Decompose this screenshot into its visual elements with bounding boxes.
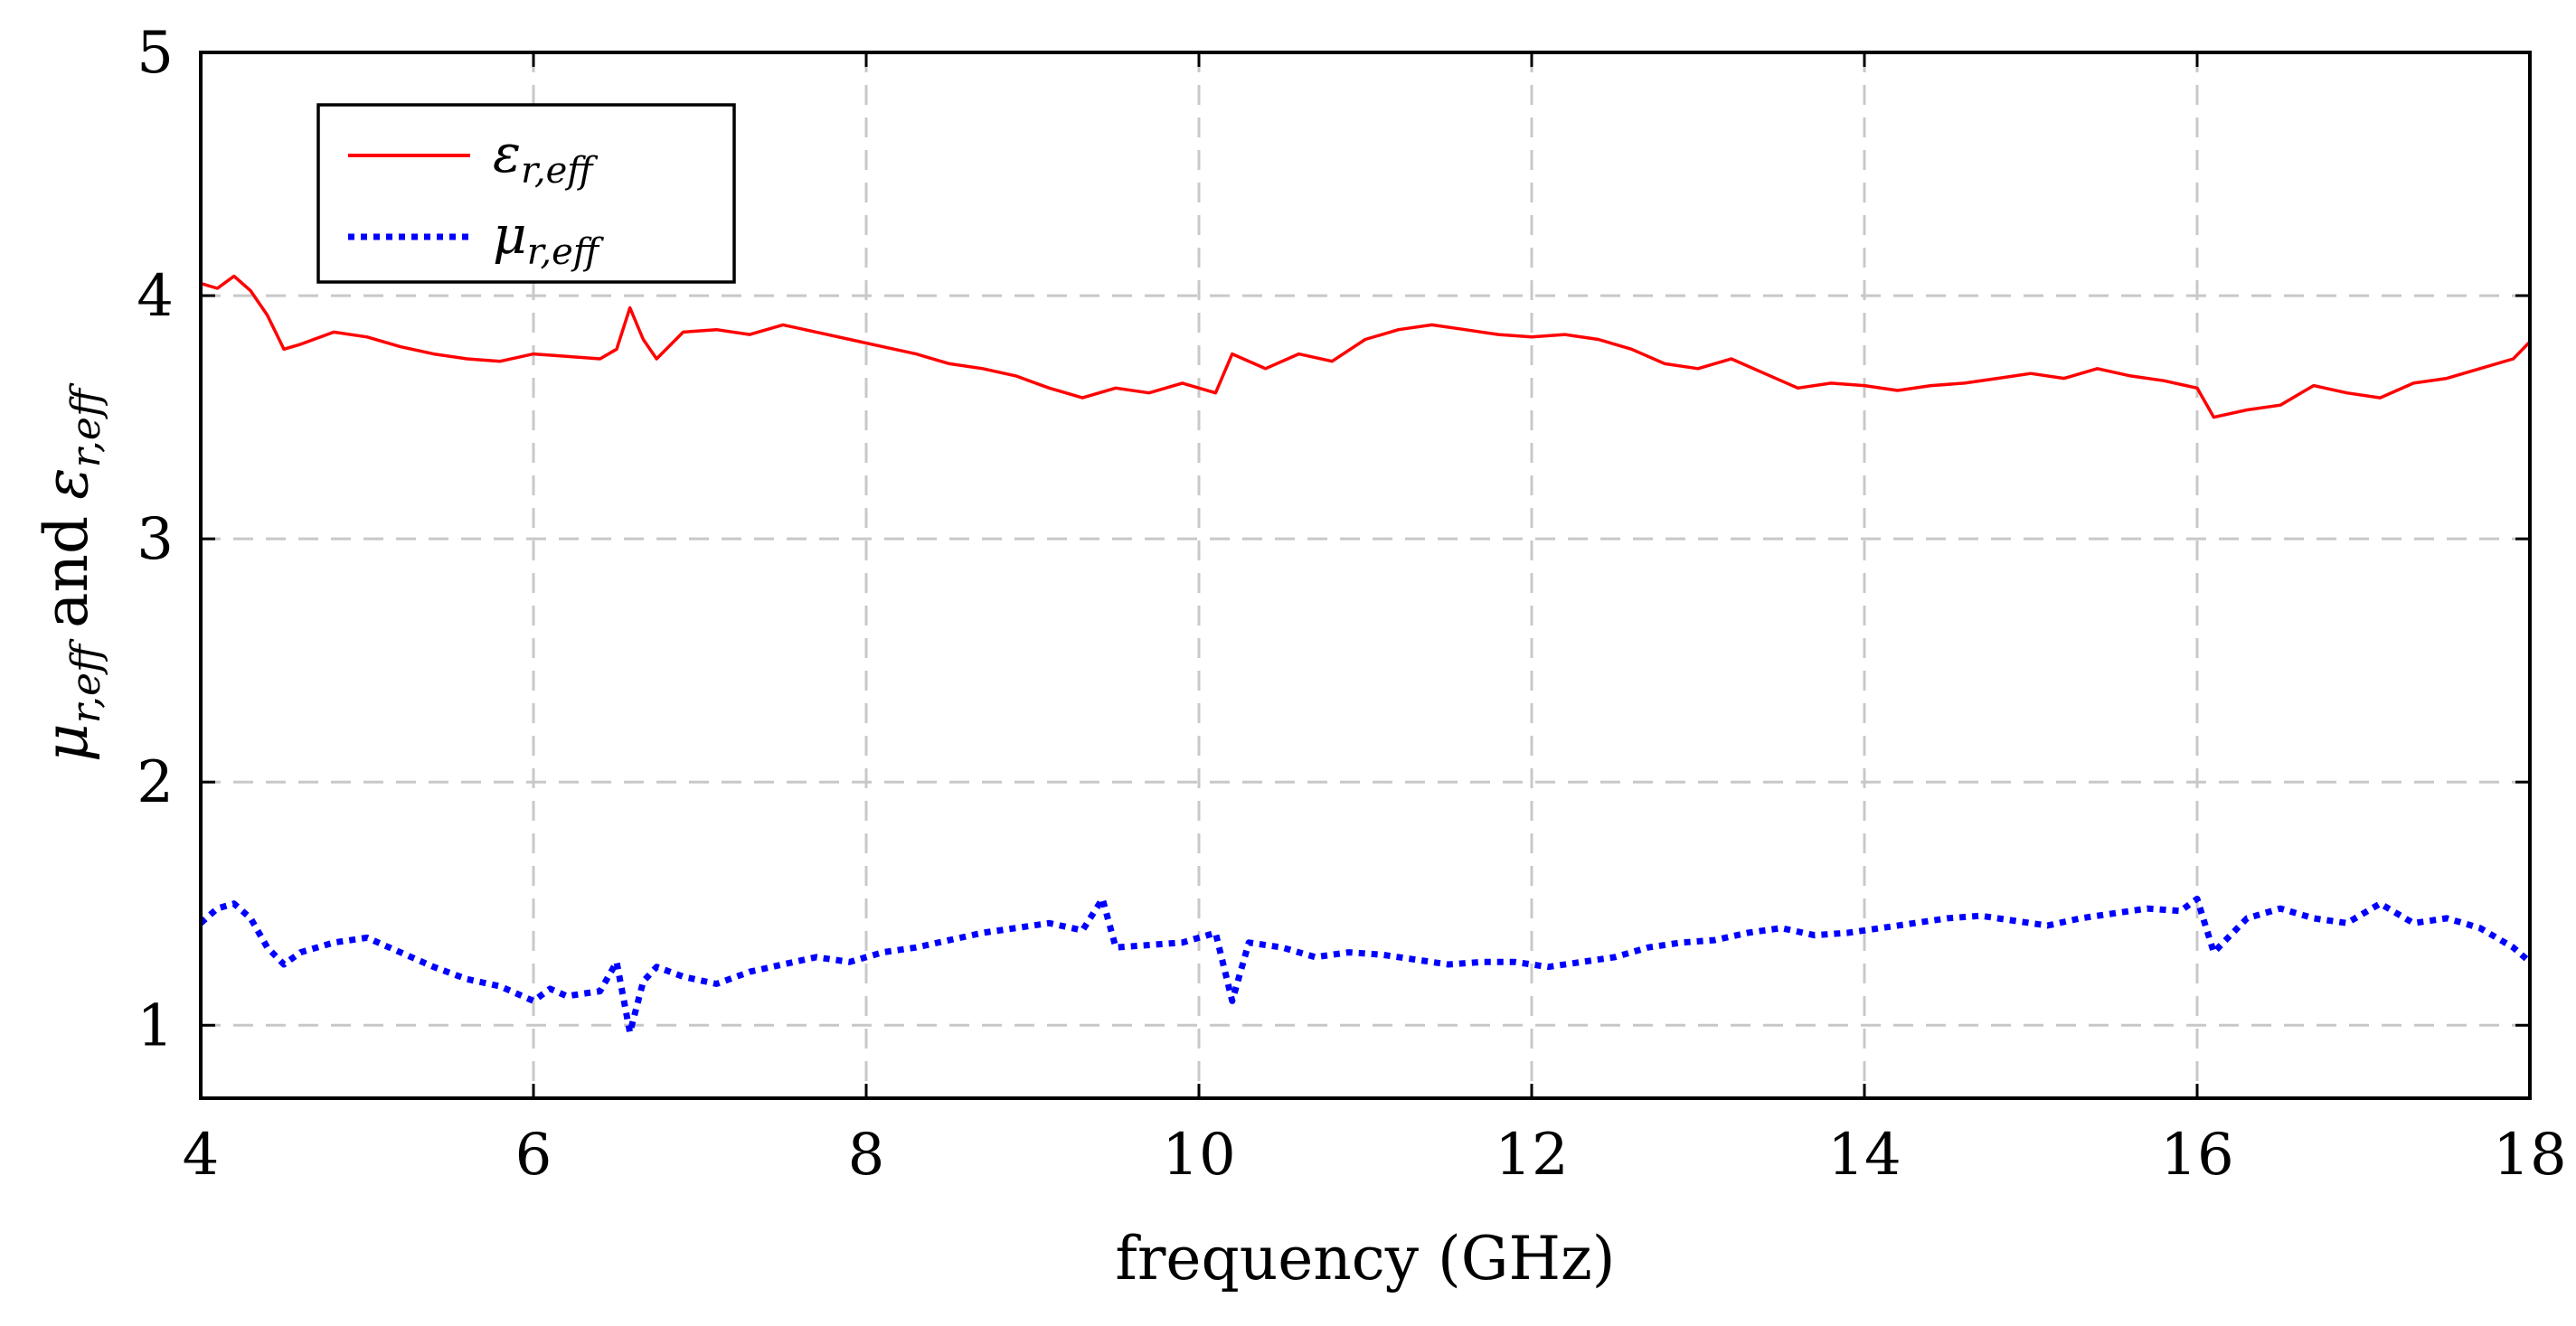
legend-epsilon-subscript: r,eff: [521, 150, 599, 192]
x-tick-label: 12: [1495, 1122, 1568, 1189]
x-tick-label: 8: [848, 1122, 885, 1189]
y-tick-label: 2: [137, 749, 174, 816]
legend-epsilon-symbol: ε: [493, 123, 521, 184]
x-tick-label: 14: [1827, 1122, 1901, 1189]
series-mu-line: [198, 895, 2533, 1036]
plot-frame: [199, 51, 2532, 1100]
y-tick-labels: 1 2 3 4 5: [137, 20, 174, 1059]
x-tick-label: 18: [2493, 1122, 2566, 1189]
y-axis-title: μr,effandεr,eff: [32, 382, 109, 762]
x-tick-label: 4: [183, 1122, 220, 1189]
legend-box: [316, 103, 736, 284]
x-tick-label: 6: [515, 1122, 552, 1189]
legend-label-mu: μr,eff: [493, 204, 605, 273]
y-axis-eps-symbol: ε: [32, 467, 101, 499]
y-tick-label: 3: [137, 506, 174, 573]
plot-area: [198, 274, 2533, 1036]
x-tick-label: 10: [1162, 1122, 1235, 1189]
y-tick-label: 4: [137, 263, 174, 330]
series-epsilon-line: [200, 274, 2532, 419]
tick-marks: [199, 51, 2532, 1098]
x-tick-labels: 4 6 8 10 12 14 16 18: [183, 1122, 2567, 1189]
y-axis-mu-symbol: μ: [32, 723, 101, 762]
legend-mu-symbol: μ: [493, 204, 527, 266]
legend-mu-subscript: r,eff: [527, 231, 605, 273]
x-axis-title: frequency (GHz): [1115, 1224, 1615, 1293]
y-tick-label: 5: [137, 20, 174, 87]
y-axis-mu-subscript: r,eff: [63, 638, 109, 723]
x-tick-label: 16: [2160, 1122, 2233, 1189]
y-axis-connector: and: [32, 516, 101, 628]
y-tick-label: 1: [137, 992, 174, 1059]
y-axis-eps-subscript: r,eff: [63, 382, 109, 467]
legend: εr,eff μr,eff: [316, 103, 736, 284]
legend-label-epsilon: εr,eff: [493, 123, 599, 192]
